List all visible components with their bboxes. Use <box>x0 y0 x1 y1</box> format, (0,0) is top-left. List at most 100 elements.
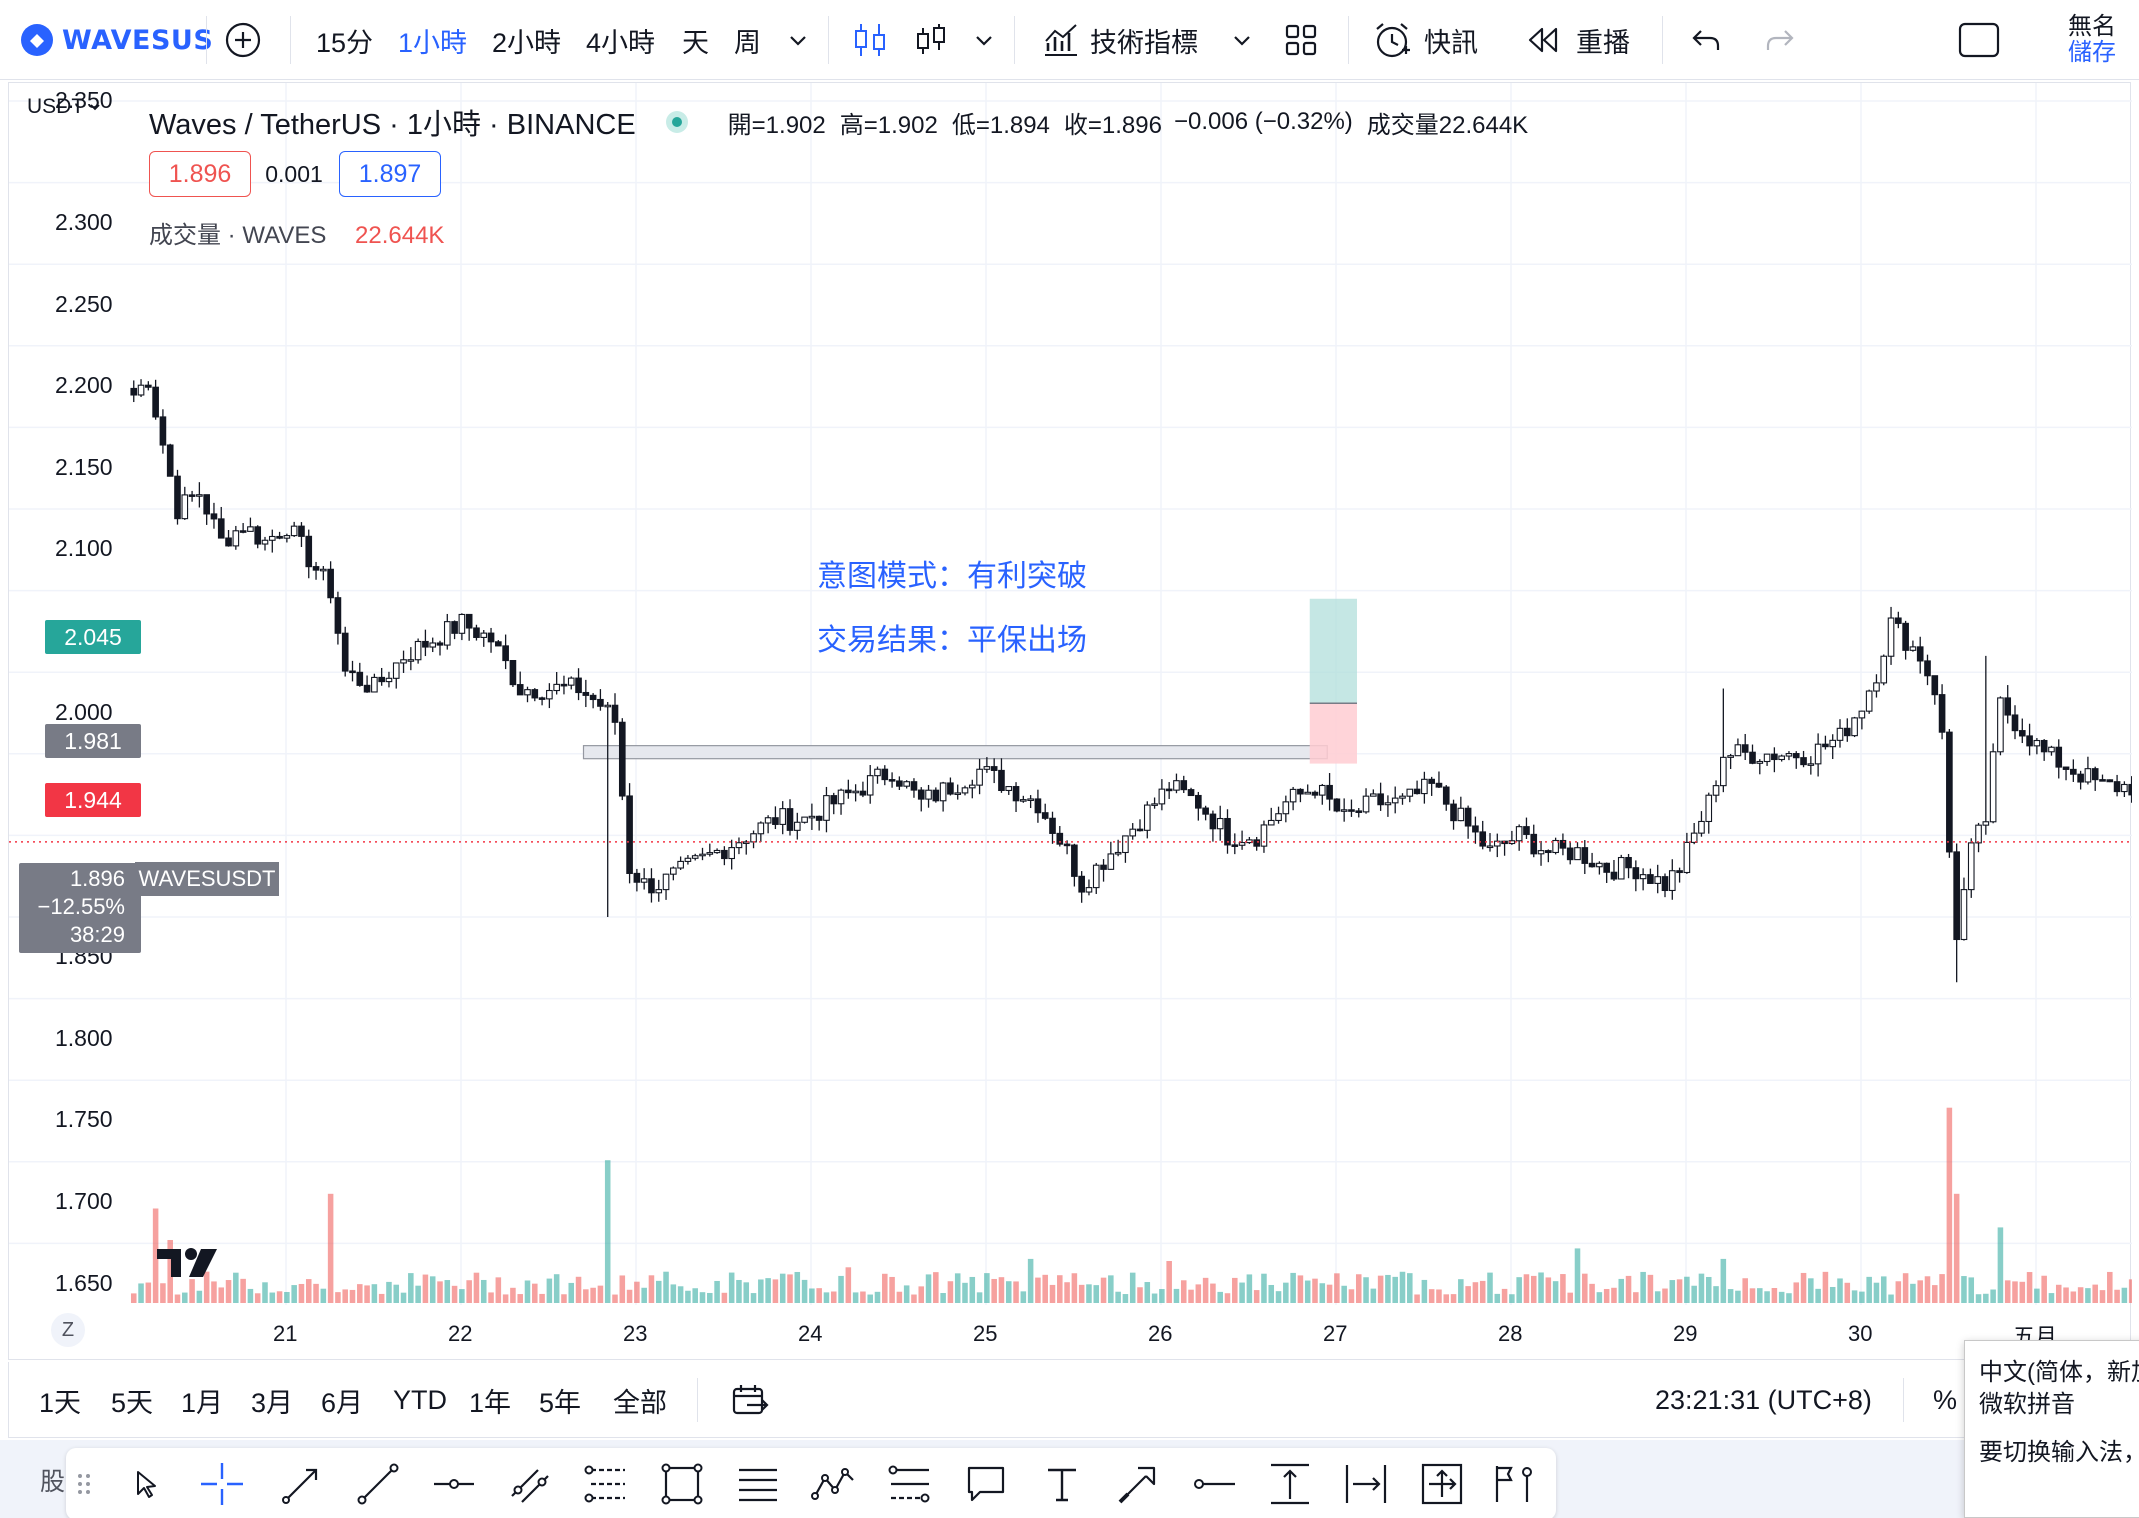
candle <box>1413 788 1421 795</box>
range-1y[interactable]: 1年 <box>469 1387 512 1418</box>
volume-bar <box>984 1273 990 1303</box>
annotation-intent[interactable]: 意图模式：有利突破 <box>817 560 1087 593</box>
buy-button[interactable]: 1.897 <box>339 151 441 197</box>
bar-style-button[interactable] <box>914 0 948 80</box>
currency-selector[interactable]: USDT <box>27 95 102 119</box>
tradingview-logo-icon[interactable] <box>155 1243 225 1283</box>
candle <box>757 822 765 835</box>
horizontal-line-tool[interactable] <box>1188 1458 1240 1510</box>
brush-tool[interactable] <box>1112 1458 1164 1510</box>
candle <box>1559 839 1567 849</box>
goto-date-button[interactable] <box>731 1362 769 1438</box>
range-5y[interactable]: 5年 <box>539 1387 582 1418</box>
layout-save[interactable]: 無名 儲存 <box>2054 14 2130 66</box>
fib-tool[interactable] <box>580 1458 632 1510</box>
price-chart[interactable] <box>9 83 2132 1361</box>
range-1m[interactable]: 1月 <box>181 1387 224 1418</box>
pattern-tool[interactable] <box>808 1458 860 1510</box>
candle <box>852 790 859 794</box>
horizontal-line-icon <box>434 1479 474 1489</box>
chart-pane[interactable]: USDT Waves / TetherUS · 1小時 · BINANCE 開=… <box>8 82 2132 1361</box>
crosshair-tool[interactable] <box>196 1458 248 1510</box>
volume-bar <box>1348 1289 1355 1303</box>
interval-1h[interactable]: 1小時 <box>398 27 468 58</box>
volume-bar <box>1450 1294 1457 1303</box>
symbol-title[interactable]: Waves / TetherUS · 1小時 · BINANCE <box>149 109 636 141</box>
volume-bar <box>1873 1282 1880 1303</box>
arrow-line-tool[interactable] <box>276 1458 328 1510</box>
redo-button[interactable] <box>1764 0 1796 80</box>
chart-type-dropdown[interactable] <box>972 0 996 80</box>
text-tool[interactable] <box>1036 1458 1088 1510</box>
indicators-dropdown[interactable] <box>1230 0 1254 80</box>
long-position-tool[interactable] <box>732 1458 784 1510</box>
date-price-range-tool[interactable] <box>1416 1458 1468 1510</box>
interval-day[interactable]: 天 <box>682 27 709 58</box>
volume-bar <box>1283 1282 1289 1303</box>
replay-button[interactable]: 重播 <box>1526 0 1630 80</box>
clock-timezone[interactable]: 23:21:31 (UTC+8) <box>1655 1384 1872 1415</box>
drag-handle[interactable] <box>70 1458 98 1510</box>
news-button[interactable]: 快訊 <box>1372 0 1478 80</box>
target-zone <box>1309 598 1357 704</box>
trend-line-tool[interactable] <box>352 1458 404 1510</box>
annotation-result[interactable]: 交易结果：平保出场 <box>817 624 1087 657</box>
candle <box>786 808 794 831</box>
candle <box>1698 820 1705 834</box>
candle <box>1967 842 1975 891</box>
volume-bar <box>1611 1287 1617 1303</box>
volume-bar <box>1312 1278 1318 1303</box>
volume-bar <box>685 1290 691 1303</box>
compare-add-button[interactable] <box>224 0 262 80</box>
volume-bar <box>1953 1193 1960 1303</box>
drawing-toolbar <box>66 1448 1556 1518</box>
indicators-button[interactable]: 技術指標 <box>1042 0 1198 80</box>
undo-button[interactable] <box>1690 0 1722 80</box>
candle <box>2113 781 2121 793</box>
fullscreen-button[interactable] <box>1958 0 2000 80</box>
sell-button[interactable]: 1.896 <box>149 151 251 197</box>
interval-4h[interactable]: 4小時 <box>586 27 656 58</box>
candle-style-button[interactable] <box>852 0 888 80</box>
cursor-tool[interactable] <box>120 1458 172 1510</box>
callout-tool[interactable] <box>960 1458 1012 1510</box>
candle <box>618 721 626 797</box>
range-all[interactable]: 全部 <box>613 1387 667 1418</box>
flag-tools[interactable] <box>1486 1458 1546 1510</box>
xabcd-pattern-icon <box>811 1468 854 1500</box>
layouts-button[interactable] <box>1284 0 1318 80</box>
ime-popup[interactable]: 中文(简体，新加坡) 微软拼音 要切换输入法， <box>1964 1340 2139 1518</box>
date-range-tool[interactable] <box>1340 1458 1392 1510</box>
rectangle-tool[interactable] <box>656 1458 708 1510</box>
timezone-z-button[interactable]: Z <box>51 1313 85 1347</box>
percent-scale-button[interactable]: % <box>1933 1384 1958 1415</box>
candle <box>1975 824 1982 844</box>
volume-bar <box>1458 1279 1464 1303</box>
range-6m[interactable]: 6月 <box>321 1387 364 1418</box>
candle <box>976 768 983 786</box>
candle <box>378 676 385 683</box>
price-range-tool[interactable] <box>1264 1458 1316 1510</box>
interval-15m[interactable]: 15分 <box>316 27 374 58</box>
candle <box>1596 862 1603 868</box>
replay-label: 重播 <box>1576 27 1630 58</box>
volume-bar <box>1552 1281 1559 1303</box>
volume-bar <box>1232 1277 1238 1303</box>
interval-week[interactable]: 周 <box>734 27 761 58</box>
candle <box>1078 875 1085 893</box>
range-ytd[interactable]: YTD <box>393 1384 447 1415</box>
interval-dropdown[interactable] <box>786 0 810 80</box>
parallel-channel-tool[interactable] <box>504 1458 556 1510</box>
volume-bar <box>233 1272 239 1303</box>
interval-2h[interactable]: 2小時 <box>492 27 562 58</box>
candle <box>728 847 735 860</box>
range-3m[interactable]: 3月 <box>251 1387 294 1418</box>
symbol-search[interactable]: WAVESUS <box>20 0 213 80</box>
fib-extension-tool[interactable] <box>884 1458 936 1510</box>
volume-study-label[interactable]: 成交量 · WAVES 22.644K <box>149 215 444 250</box>
volume-bar <box>160 1283 166 1303</box>
horizontal-ray-tool[interactable] <box>428 1458 480 1510</box>
volume-bar <box>998 1277 1005 1303</box>
range-5d[interactable]: 5天 <box>111 1387 154 1418</box>
range-1d[interactable]: 1天 <box>39 1387 82 1418</box>
